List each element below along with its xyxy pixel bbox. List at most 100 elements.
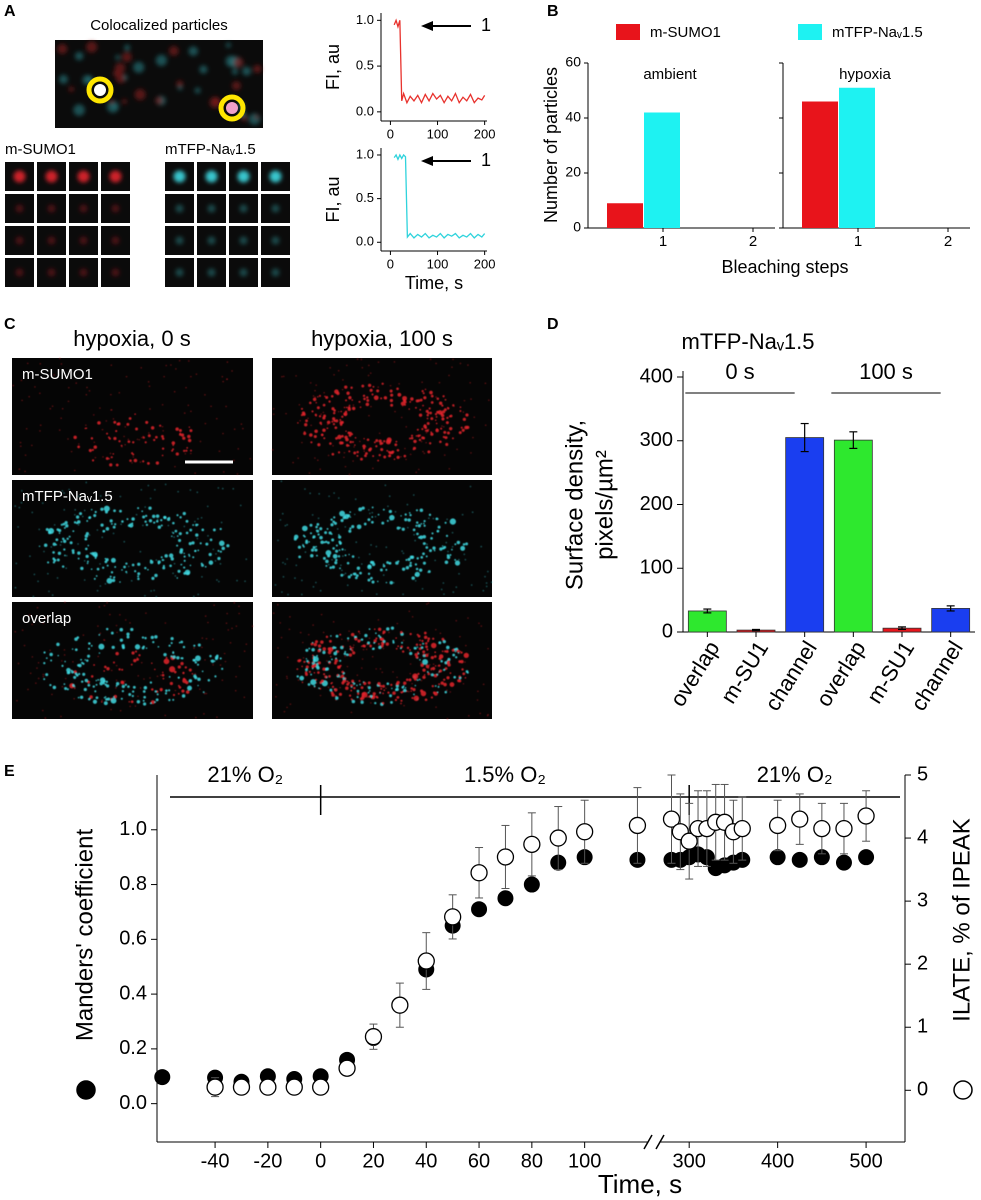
speckle [343, 406, 346, 409]
speckle [322, 650, 326, 655]
speckle [334, 658, 339, 663]
speckle [417, 399, 421, 403]
speckle [402, 593, 404, 596]
speckle [337, 555, 341, 558]
speckle [327, 554, 330, 558]
speckle [425, 546, 429, 549]
speckle [361, 692, 366, 696]
speckle [139, 461, 142, 463]
speckle [440, 427, 443, 430]
tile-spot [77, 170, 90, 183]
tile-glow [175, 236, 184, 245]
speckle [412, 688, 416, 692]
speckle [467, 714, 470, 717]
speckle [440, 681, 444, 685]
phase-label: 21% O₂ [757, 762, 833, 787]
speckle [417, 524, 421, 528]
speckle [353, 451, 357, 455]
tile-glow [271, 236, 280, 245]
speckle [348, 404, 351, 407]
speckle [74, 687, 76, 690]
y-tick-label: 0 [662, 620, 673, 642]
speckle [29, 555, 31, 557]
speckle [145, 612, 147, 614]
speckle [154, 573, 158, 578]
speckle [97, 625, 99, 627]
speckle [301, 441, 303, 444]
speckle [310, 441, 313, 444]
speckle [377, 619, 380, 621]
speckle [326, 527, 329, 530]
speckle [420, 661, 422, 664]
speckle [212, 98, 220, 105]
speckle [451, 548, 453, 551]
speckle [85, 393, 88, 396]
speckle [196, 663, 200, 666]
x-tick-label: 0 [315, 1150, 326, 1172]
speckle [372, 692, 376, 696]
speckle [352, 441, 354, 443]
speckle [188, 426, 191, 428]
speckle [332, 553, 338, 559]
speckle [323, 437, 326, 440]
tile-spot [15, 236, 24, 245]
y-tick-label: 0.2 [119, 1037, 147, 1059]
speckle [147, 568, 149, 571]
speckle [192, 524, 195, 526]
speckle [401, 567, 406, 571]
speckle [141, 636, 145, 639]
speckle [174, 575, 177, 577]
speckle [317, 644, 322, 648]
speckle [105, 420, 108, 422]
speckle [245, 643, 248, 645]
speckle [442, 582, 445, 584]
speckle [194, 676, 198, 680]
speckle [149, 408, 151, 410]
speckle [194, 520, 196, 523]
arrow-head [421, 21, 433, 31]
speckle [101, 699, 103, 702]
speckle [47, 572, 49, 575]
bar [833, 439, 873, 633]
speckle [369, 694, 373, 698]
speckle [139, 550, 142, 553]
speckle [191, 541, 195, 545]
open-point [391, 996, 409, 1014]
speckle [142, 690, 146, 693]
speckle [144, 441, 147, 444]
speckle [378, 643, 380, 645]
speckle [344, 410, 348, 413]
speckle [335, 436, 338, 440]
speckle [149, 677, 151, 679]
speckle [419, 535, 424, 540]
speckle [142, 515, 146, 519]
speckle [110, 669, 113, 672]
speckle [415, 471, 418, 474]
tile-spot [15, 204, 24, 213]
speckle [392, 581, 395, 584]
speckle [309, 382, 312, 384]
speckle [121, 684, 125, 689]
speckle [141, 510, 144, 513]
speckle [409, 632, 412, 636]
speckle [204, 565, 207, 568]
speckle [423, 635, 428, 640]
speckle [408, 564, 412, 568]
speckle [363, 522, 367, 526]
speckle [366, 399, 370, 402]
tile-spot [47, 236, 56, 245]
speckle [376, 389, 380, 393]
speckle [464, 676, 467, 679]
tile-glow [239, 236, 248, 245]
speckle [373, 628, 376, 631]
speckle [307, 683, 311, 686]
speckle [464, 661, 466, 663]
speckle [416, 557, 419, 560]
speckle [367, 518, 371, 522]
speckle [231, 81, 241, 91]
tile-spot [79, 236, 88, 245]
speckle [169, 681, 174, 686]
speckle [302, 545, 305, 548]
speckle [351, 649, 354, 652]
speckle [20, 501, 23, 504]
